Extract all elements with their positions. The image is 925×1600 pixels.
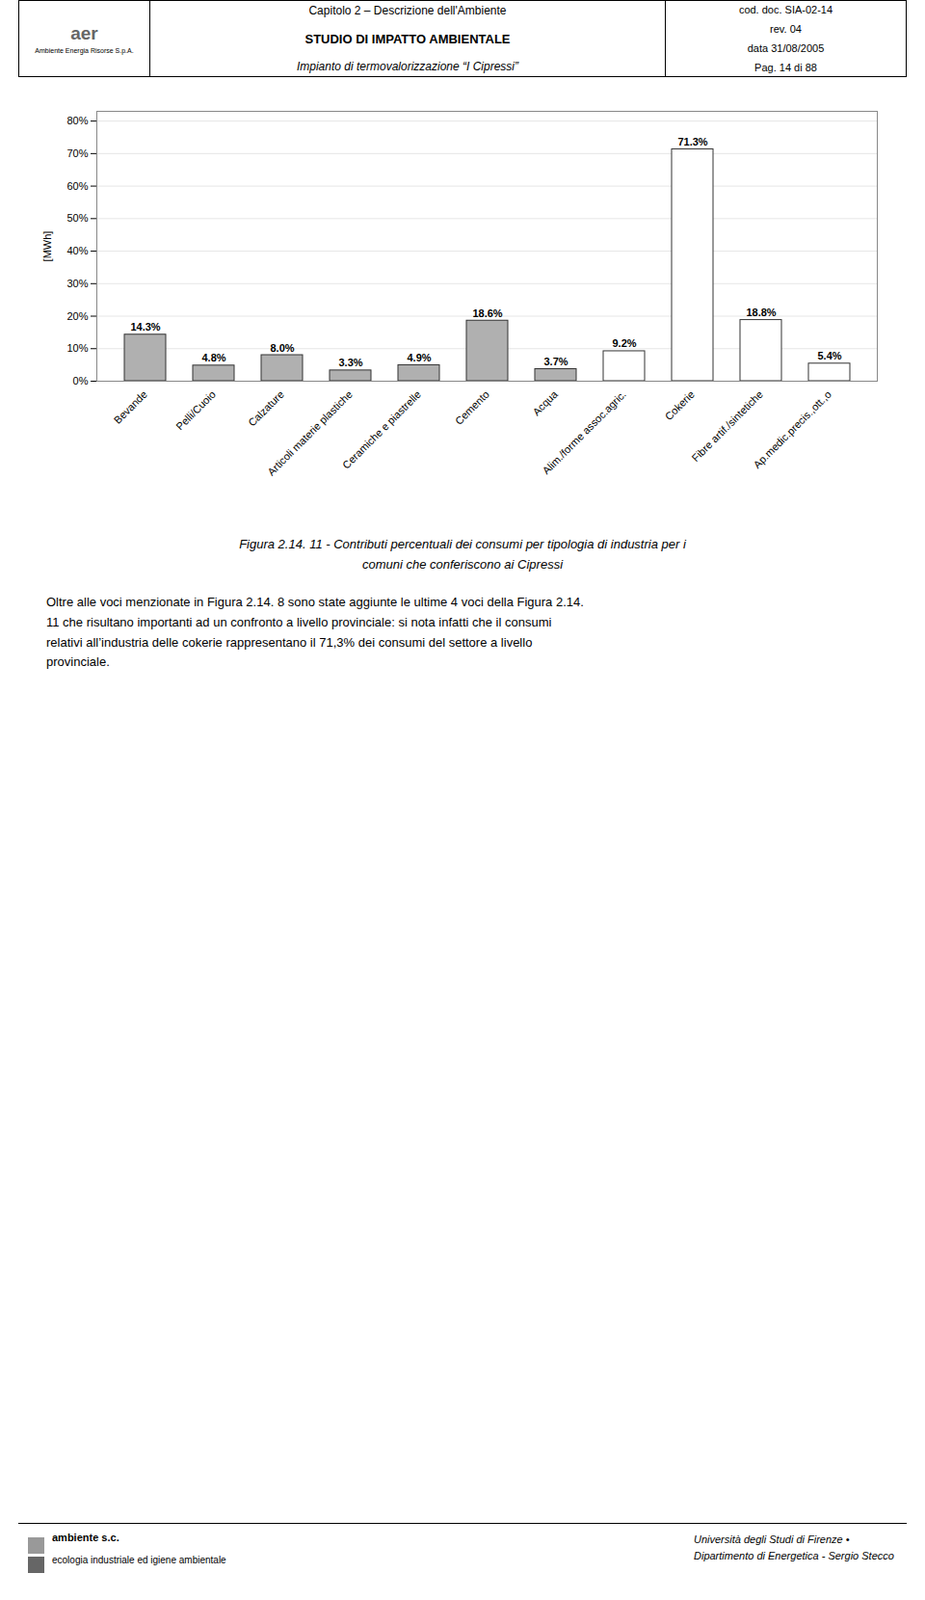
html-text:Dipartimento di Energetica - S: Dipartimento di Energetica - Sergio Stec… bbox=[693, 1548, 895, 1561]
svg-text:Cemento: Cemento bbox=[452, 388, 492, 427]
svg-text:9.2%: 9.2% bbox=[611, 337, 636, 349]
svg-text:71.3%: 71.3% bbox=[677, 135, 708, 148]
svg-text:3.7%: 3.7% bbox=[543, 355, 568, 368]
svg-text:Ceramiche e piastrelle: Ceramiche e piastrelle bbox=[340, 388, 423, 472]
svg-text:40%: 40% bbox=[66, 244, 88, 257]
svg-text:18.6%: 18.6% bbox=[472, 307, 503, 319]
svg-text:8.0%: 8.0% bbox=[269, 342, 294, 354]
svg-text:Alim./forme assoc.agric.: Alim./forme assoc.agric. bbox=[539, 388, 628, 476]
html-text:Impianto di termovalorizzazion: Impianto di termovalorizzazione “I Cipre… bbox=[296, 59, 519, 74]
svg-text:5.4%: 5.4% bbox=[817, 349, 842, 362]
html-text:Ambiente Energia Risorse S.p.A: Ambiente Energia Risorse S.p.A. bbox=[34, 47, 134, 54]
svg-text:Articoli materie plastiche: Articoli materie plastiche bbox=[265, 388, 355, 478]
html-text:cod. doc. SIA-02-14: cod. doc. SIA-02-14 bbox=[738, 3, 833, 16]
html-text:relativi all’industria delle c: relativi all’industria delle cokerie rap… bbox=[46, 634, 533, 650]
svg-text:Bevande: Bevande bbox=[111, 388, 150, 426]
html-text:STUDIO DI IMPATTO AMBIENTALE: STUDIO DI IMPATTO AMBIENTALE bbox=[304, 31, 511, 46]
html-text:11 che risultano importanti ad: 11 che risultano importanti ad un confro… bbox=[46, 614, 552, 629]
html-text:Capitolo 2 – Descrizione dell': Capitolo 2 – Descrizione dell'Ambiente bbox=[308, 3, 507, 18]
svg-text:10%: 10% bbox=[66, 342, 88, 354]
svg-text:0%: 0% bbox=[73, 374, 89, 387]
svg-text:Cokerie: Cokerie bbox=[662, 388, 697, 423]
svg-text:14.3%: 14.3% bbox=[130, 320, 160, 333]
svg-text:30%: 30% bbox=[66, 277, 88, 290]
svg-text:80%: 80% bbox=[66, 114, 88, 127]
html-text:Università degli Studi di Fire: Università degli Studi di Firenze • bbox=[693, 1532, 850, 1545]
svg-text:50%: 50% bbox=[66, 211, 88, 224]
svg-text:Acqua: Acqua bbox=[529, 387, 560, 418]
svg-text:4.9%: 4.9% bbox=[406, 351, 431, 364]
html-text:Oltre alle voci menzionate in: Oltre alle voci menzionate in Figura 2.1… bbox=[46, 594, 584, 609]
svg-text:Calzature: Calzature bbox=[245, 388, 287, 429]
html-text:ambiente s.c.: ambiente s.c. bbox=[52, 1531, 120, 1543]
svg-text:4.8%: 4.8% bbox=[201, 351, 226, 364]
svg-text:[MWh]: [MWh] bbox=[41, 231, 53, 263]
html-text:aer: aer bbox=[70, 23, 99, 44]
svg-text:18.8%: 18.8% bbox=[745, 306, 776, 318]
svg-text:60%: 60% bbox=[66, 180, 88, 192]
html-text:comuni che conferiscono ai Cip: comuni che conferiscono ai Cipressi bbox=[362, 556, 563, 572]
svg-text:Ap.medic.precis.,ott.,o: Ap.medic.precis.,ott.,o bbox=[750, 388, 833, 471]
html-text:ecologia industriale ed igiene: ecologia industriale ed igiene ambiental… bbox=[52, 1554, 227, 1565]
html-text:provinciale.: provinciale. bbox=[46, 654, 110, 670]
svg-text:20%: 20% bbox=[66, 310, 88, 322]
svg-text:Pelli/Cuoio: Pelli/Cuoio bbox=[173, 388, 218, 433]
svg-text:Fibre artif./sintetiche: Fibre artif./sintetiche bbox=[688, 388, 766, 465]
svg-text:70%: 70% bbox=[66, 147, 88, 159]
html-text:rev. 04: rev. 04 bbox=[769, 23, 802, 35]
html-text:Pag. 14 di 88: Pag. 14 di 88 bbox=[754, 61, 817, 74]
html-text:Figura 2.14. 11 - Contributi p: Figura 2.14. 11 - Contributi percentuali… bbox=[239, 536, 686, 552]
html-text:data 31/08/2005: data 31/08/2005 bbox=[747, 42, 825, 54]
svg-text:3.3%: 3.3% bbox=[338, 356, 363, 369]
